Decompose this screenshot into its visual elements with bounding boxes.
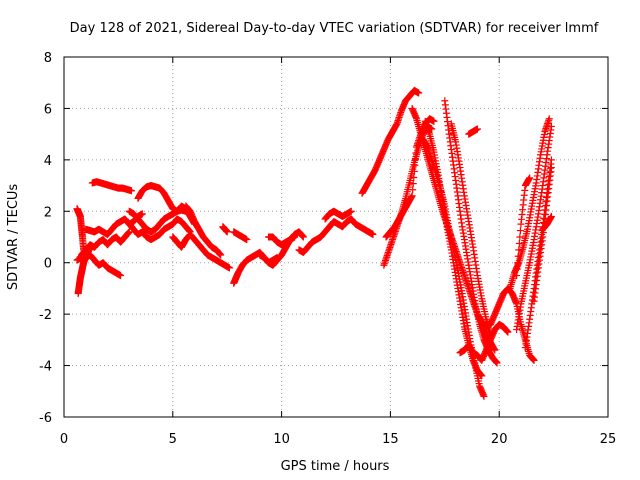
x-tick-label: 5 <box>169 432 177 447</box>
data-point <box>299 233 307 241</box>
data-point <box>547 156 555 164</box>
data-point <box>547 164 555 172</box>
data-point <box>547 212 555 220</box>
data-point-dense <box>515 246 523 254</box>
data-series <box>134 182 190 215</box>
data-point <box>513 272 521 280</box>
data-series <box>321 207 355 223</box>
data-series <box>513 122 555 334</box>
data-point <box>526 174 534 182</box>
data-series <box>513 174 534 280</box>
data-series <box>521 156 555 352</box>
y-tick-label: 0 <box>44 257 52 272</box>
y-tick-label: -6 <box>39 411 52 426</box>
data-point <box>430 117 438 125</box>
data-point <box>530 356 538 364</box>
data-point-dense <box>410 174 418 182</box>
data-point <box>480 392 488 400</box>
y-tick-label: 2 <box>44 205 52 220</box>
data-point-dense <box>514 252 522 260</box>
tick-labels: 0 5 10 15 20 25 -6 -4 -2 0 2 4 6 8 <box>39 51 616 447</box>
data-series <box>219 223 231 236</box>
x-tick-label: 10 <box>273 432 290 447</box>
data-series <box>265 233 299 249</box>
data-point <box>491 346 499 354</box>
data-point-dense <box>411 161 419 169</box>
y-tick-label: 4 <box>44 154 52 169</box>
data-series <box>295 215 377 256</box>
data-markers <box>73 86 555 400</box>
data-point <box>223 228 231 236</box>
data-point <box>369 230 377 238</box>
data-series <box>456 320 512 364</box>
data-point <box>408 192 416 200</box>
data-series <box>88 178 135 195</box>
x-tick-label: 0 <box>60 432 68 447</box>
data-point-dense <box>515 239 523 247</box>
data-series <box>169 230 233 272</box>
data-point <box>547 122 555 130</box>
x-axis-label: GPS time / hours <box>281 459 390 474</box>
data-point-dense <box>411 155 419 163</box>
data-series <box>256 228 307 269</box>
data-series <box>358 86 423 197</box>
data-point <box>127 187 135 195</box>
axis-ticks <box>63 56 609 418</box>
data-point <box>473 125 481 133</box>
data-point <box>138 210 146 218</box>
y-tick-label: -2 <box>39 308 52 323</box>
data-series <box>382 115 438 241</box>
data-point-dense <box>516 227 524 235</box>
data-series <box>465 125 481 138</box>
data-point-dense <box>513 265 521 273</box>
x-tick-label: 25 <box>600 432 617 447</box>
data-series <box>230 228 251 244</box>
data-point-dense <box>516 233 524 241</box>
data-point <box>493 359 501 367</box>
data-point-dense <box>409 186 417 194</box>
plot-frame <box>63 56 609 418</box>
data-series <box>125 215 194 244</box>
data-series <box>539 212 555 233</box>
x-tick-label: 15 <box>382 432 399 447</box>
data-point <box>243 236 251 244</box>
data-point-dense <box>514 259 522 267</box>
x-tick-label: 20 <box>491 432 508 447</box>
data-point <box>225 264 233 272</box>
y-tick-label: -4 <box>39 360 52 375</box>
data-point <box>347 207 355 215</box>
data-point-dense <box>409 180 417 188</box>
data-point <box>545 115 553 123</box>
data-point <box>217 251 225 259</box>
data-point-dense <box>412 149 420 157</box>
data-point-dense <box>410 167 418 175</box>
data-point <box>504 328 512 336</box>
y-tick-label: 6 <box>44 102 52 117</box>
data-point <box>291 233 299 241</box>
data-series <box>182 202 225 259</box>
y-tick-label: 8 <box>44 51 52 66</box>
data-series <box>73 205 88 254</box>
data-series <box>77 228 133 259</box>
data-series <box>419 135 488 400</box>
data-point <box>125 228 133 236</box>
data-point <box>117 272 125 280</box>
data-point <box>415 89 423 97</box>
chart-title: Day 128 of 2021, Sidereal Day-to-day VTE… <box>70 21 599 36</box>
y-axis-label: SDTVAR / TECUs <box>6 184 21 291</box>
